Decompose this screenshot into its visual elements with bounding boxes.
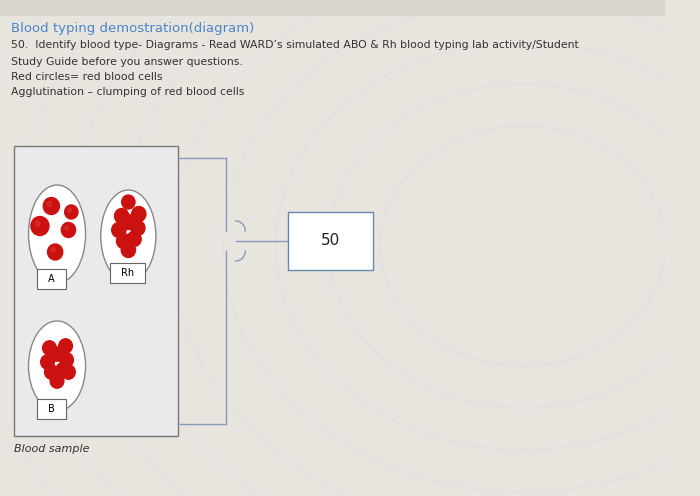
Text: Study Guide before you answer questions.: Study Guide before you answer questions.: [11, 57, 243, 67]
Circle shape: [132, 206, 146, 222]
Circle shape: [51, 248, 55, 252]
Circle shape: [127, 232, 141, 247]
Circle shape: [121, 243, 136, 257]
Text: Red circles= red blood cells: Red circles= red blood cells: [11, 72, 163, 82]
Circle shape: [64, 205, 78, 219]
Circle shape: [59, 339, 72, 353]
Circle shape: [56, 363, 69, 377]
Text: B: B: [48, 404, 55, 414]
Circle shape: [115, 208, 129, 224]
Ellipse shape: [101, 190, 156, 282]
Circle shape: [122, 195, 135, 209]
Circle shape: [45, 365, 58, 379]
Circle shape: [35, 221, 40, 226]
Circle shape: [31, 216, 49, 236]
Circle shape: [48, 244, 63, 260]
Ellipse shape: [29, 321, 85, 411]
FancyBboxPatch shape: [37, 399, 66, 419]
Text: Blood typing demostration(diagram): Blood typing demostration(diagram): [11, 22, 255, 35]
FancyBboxPatch shape: [37, 269, 66, 289]
Circle shape: [116, 234, 131, 248]
Circle shape: [43, 341, 56, 355]
Text: Agglutination – clumping of red blood cells: Agglutination – clumping of red blood ce…: [11, 87, 245, 97]
Circle shape: [112, 223, 126, 238]
Circle shape: [47, 201, 52, 206]
FancyBboxPatch shape: [111, 263, 146, 283]
Circle shape: [121, 214, 136, 230]
Text: 50.  Identify blood type- Diagrams - Read WARD’s simulated ABO & Rh blood typing: 50. Identify blood type- Diagrams - Read…: [11, 40, 579, 50]
Circle shape: [68, 208, 71, 212]
Circle shape: [41, 355, 55, 369]
Circle shape: [62, 365, 76, 379]
Ellipse shape: [29, 185, 85, 283]
FancyBboxPatch shape: [288, 212, 372, 270]
Text: Blood sample: Blood sample: [14, 444, 90, 454]
Text: Rh: Rh: [121, 268, 134, 278]
Circle shape: [50, 374, 64, 388]
Text: 50: 50: [321, 234, 340, 248]
Text: A: A: [48, 274, 55, 284]
FancyBboxPatch shape: [14, 146, 178, 436]
Circle shape: [62, 223, 76, 238]
Circle shape: [64, 226, 69, 230]
Circle shape: [60, 353, 74, 367]
FancyBboxPatch shape: [0, 0, 666, 16]
Circle shape: [131, 221, 145, 236]
Circle shape: [50, 347, 64, 361]
Circle shape: [43, 197, 60, 214]
